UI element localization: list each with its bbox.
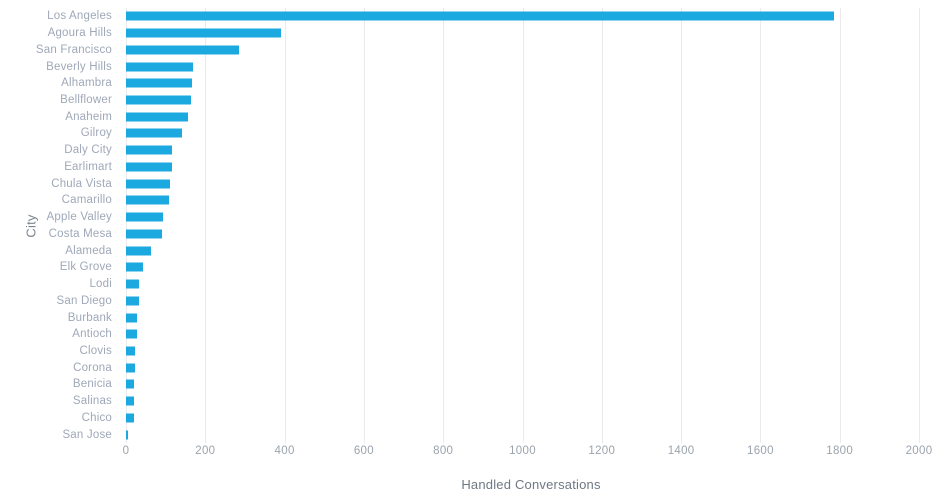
gridline-x-400: [284, 8, 286, 443]
x-tick-label-1000: 1000: [509, 445, 536, 457]
gridline-x-0: [126, 8, 127, 443]
x-tick-label-200: 200: [195, 445, 216, 457]
x-tick-label-2000: 2000: [905, 445, 933, 457]
gridline-x-200: [205, 8, 207, 443]
bar-earlimart[interactable]: [126, 162, 172, 172]
x-tick-label-800: 800: [433, 445, 454, 457]
bar-costa-mesa[interactable]: [126, 229, 162, 239]
gridline-x-2000: [919, 8, 920, 443]
y-label-lodi: Lodi: [89, 278, 112, 291]
bar-salinas[interactable]: [126, 396, 134, 406]
y-label-elk-grove: Elk Grove: [59, 261, 112, 274]
bar-los-angeles[interactable]: [126, 11, 834, 21]
y-label-gilroy: Gilroy: [80, 127, 112, 140]
bar-lodi[interactable]: [126, 279, 140, 289]
bar-elk-grove[interactable]: [126, 262, 144, 272]
bar-alameda[interactable]: [126, 246, 151, 256]
bar-gilroy[interactable]: [126, 128, 183, 138]
bar-corona[interactable]: [126, 363, 135, 373]
plot-area: [126, 8, 920, 443]
bar-san-diego[interactable]: [126, 296, 140, 306]
y-label-los-angeles: Los Angeles: [47, 10, 112, 23]
gridline-x-800: [443, 8, 445, 443]
x-tick-label-1800: 1800: [826, 445, 854, 457]
bar-agoura-hills[interactable]: [126, 28, 282, 38]
x-tick-label-1200: 1200: [588, 445, 616, 457]
y-label-san-jose: San Jose: [62, 428, 112, 441]
y-label-clovis: Clovis: [79, 344, 112, 357]
bar-clovis[interactable]: [126, 346, 136, 356]
gridline-x-1800: [839, 8, 841, 443]
bar-apple-valley[interactable]: [126, 212, 163, 222]
y-label-anaheim: Anaheim: [65, 110, 112, 123]
y-label-alameda: Alameda: [65, 244, 112, 257]
y-label-chula-vista: Chula Vista: [51, 177, 112, 190]
bar-bellflower[interactable]: [126, 95, 192, 105]
bar-chico[interactable]: [126, 413, 134, 423]
y-label-alhambra: Alhambra: [61, 77, 112, 90]
y-label-corona: Corona: [73, 361, 112, 374]
x-tick-label-400: 400: [274, 445, 295, 457]
bar-chula-vista[interactable]: [126, 179, 170, 189]
x-tick-label-0: 0: [122, 445, 130, 457]
y-label-earlimart: Earlimart: [64, 160, 112, 173]
bar-antioch[interactable]: [126, 329, 137, 339]
y-label-burbank: Burbank: [67, 311, 112, 324]
bar-burbank[interactable]: [126, 313, 138, 323]
y-label-salinas: Salinas: [72, 395, 112, 408]
gridline-x-1400: [681, 8, 683, 443]
y-label-daly-city: Daly City: [64, 144, 112, 157]
x-tick-label-1600: 1600: [746, 445, 774, 457]
gridline-x-1600: [760, 8, 762, 443]
y-label-chico: Chico: [81, 411, 112, 424]
bar-alhambra[interactable]: [126, 78, 192, 88]
y-label-beverly-hills: Beverly Hills: [46, 60, 112, 73]
bar-san-francisco[interactable]: [126, 45, 240, 55]
bar-beverly-hills[interactable]: [126, 62, 193, 72]
x-tick-label-1400: 1400: [667, 445, 695, 457]
x-tick-label-600: 600: [353, 445, 374, 457]
x-axis-tick-labels: 0 200 400 600 800 1000 1200 1400 1600 1800 2000: [122, 445, 932, 461]
bar-anaheim[interactable]: [126, 112, 188, 122]
y-label-apple-valley: Apple Valley: [46, 211, 112, 224]
bar-benicia[interactable]: [126, 379, 135, 389]
y-label-san-diego: San Diego: [56, 294, 112, 307]
y-label-san-francisco: San Francisco: [35, 43, 112, 56]
bar-san-jose[interactable]: [126, 430, 128, 440]
gridline-x-1000: [522, 8, 524, 443]
x-axis-title: Handled Conversations: [461, 477, 601, 492]
y-label-agoura-hills: Agoura Hills: [47, 27, 112, 40]
bar-daly-city[interactable]: [126, 145, 173, 155]
y-label-benicia: Benicia: [72, 378, 112, 391]
y-label-camarillo: Camarillo: [61, 194, 112, 207]
gridline-x-1200: [601, 8, 603, 443]
y-label-antioch: Antioch: [72, 328, 112, 341]
bar-camarillo[interactable]: [126, 195, 169, 205]
y-label-bellflower: Bellflower: [60, 94, 112, 107]
y-label-costa-mesa: Costa Mesa: [48, 227, 112, 240]
gridline-x-600: [363, 8, 365, 443]
y-axis-category-labels: Los Angeles Agoura Hills San Francisco Beve…: [0, 8, 119, 443]
